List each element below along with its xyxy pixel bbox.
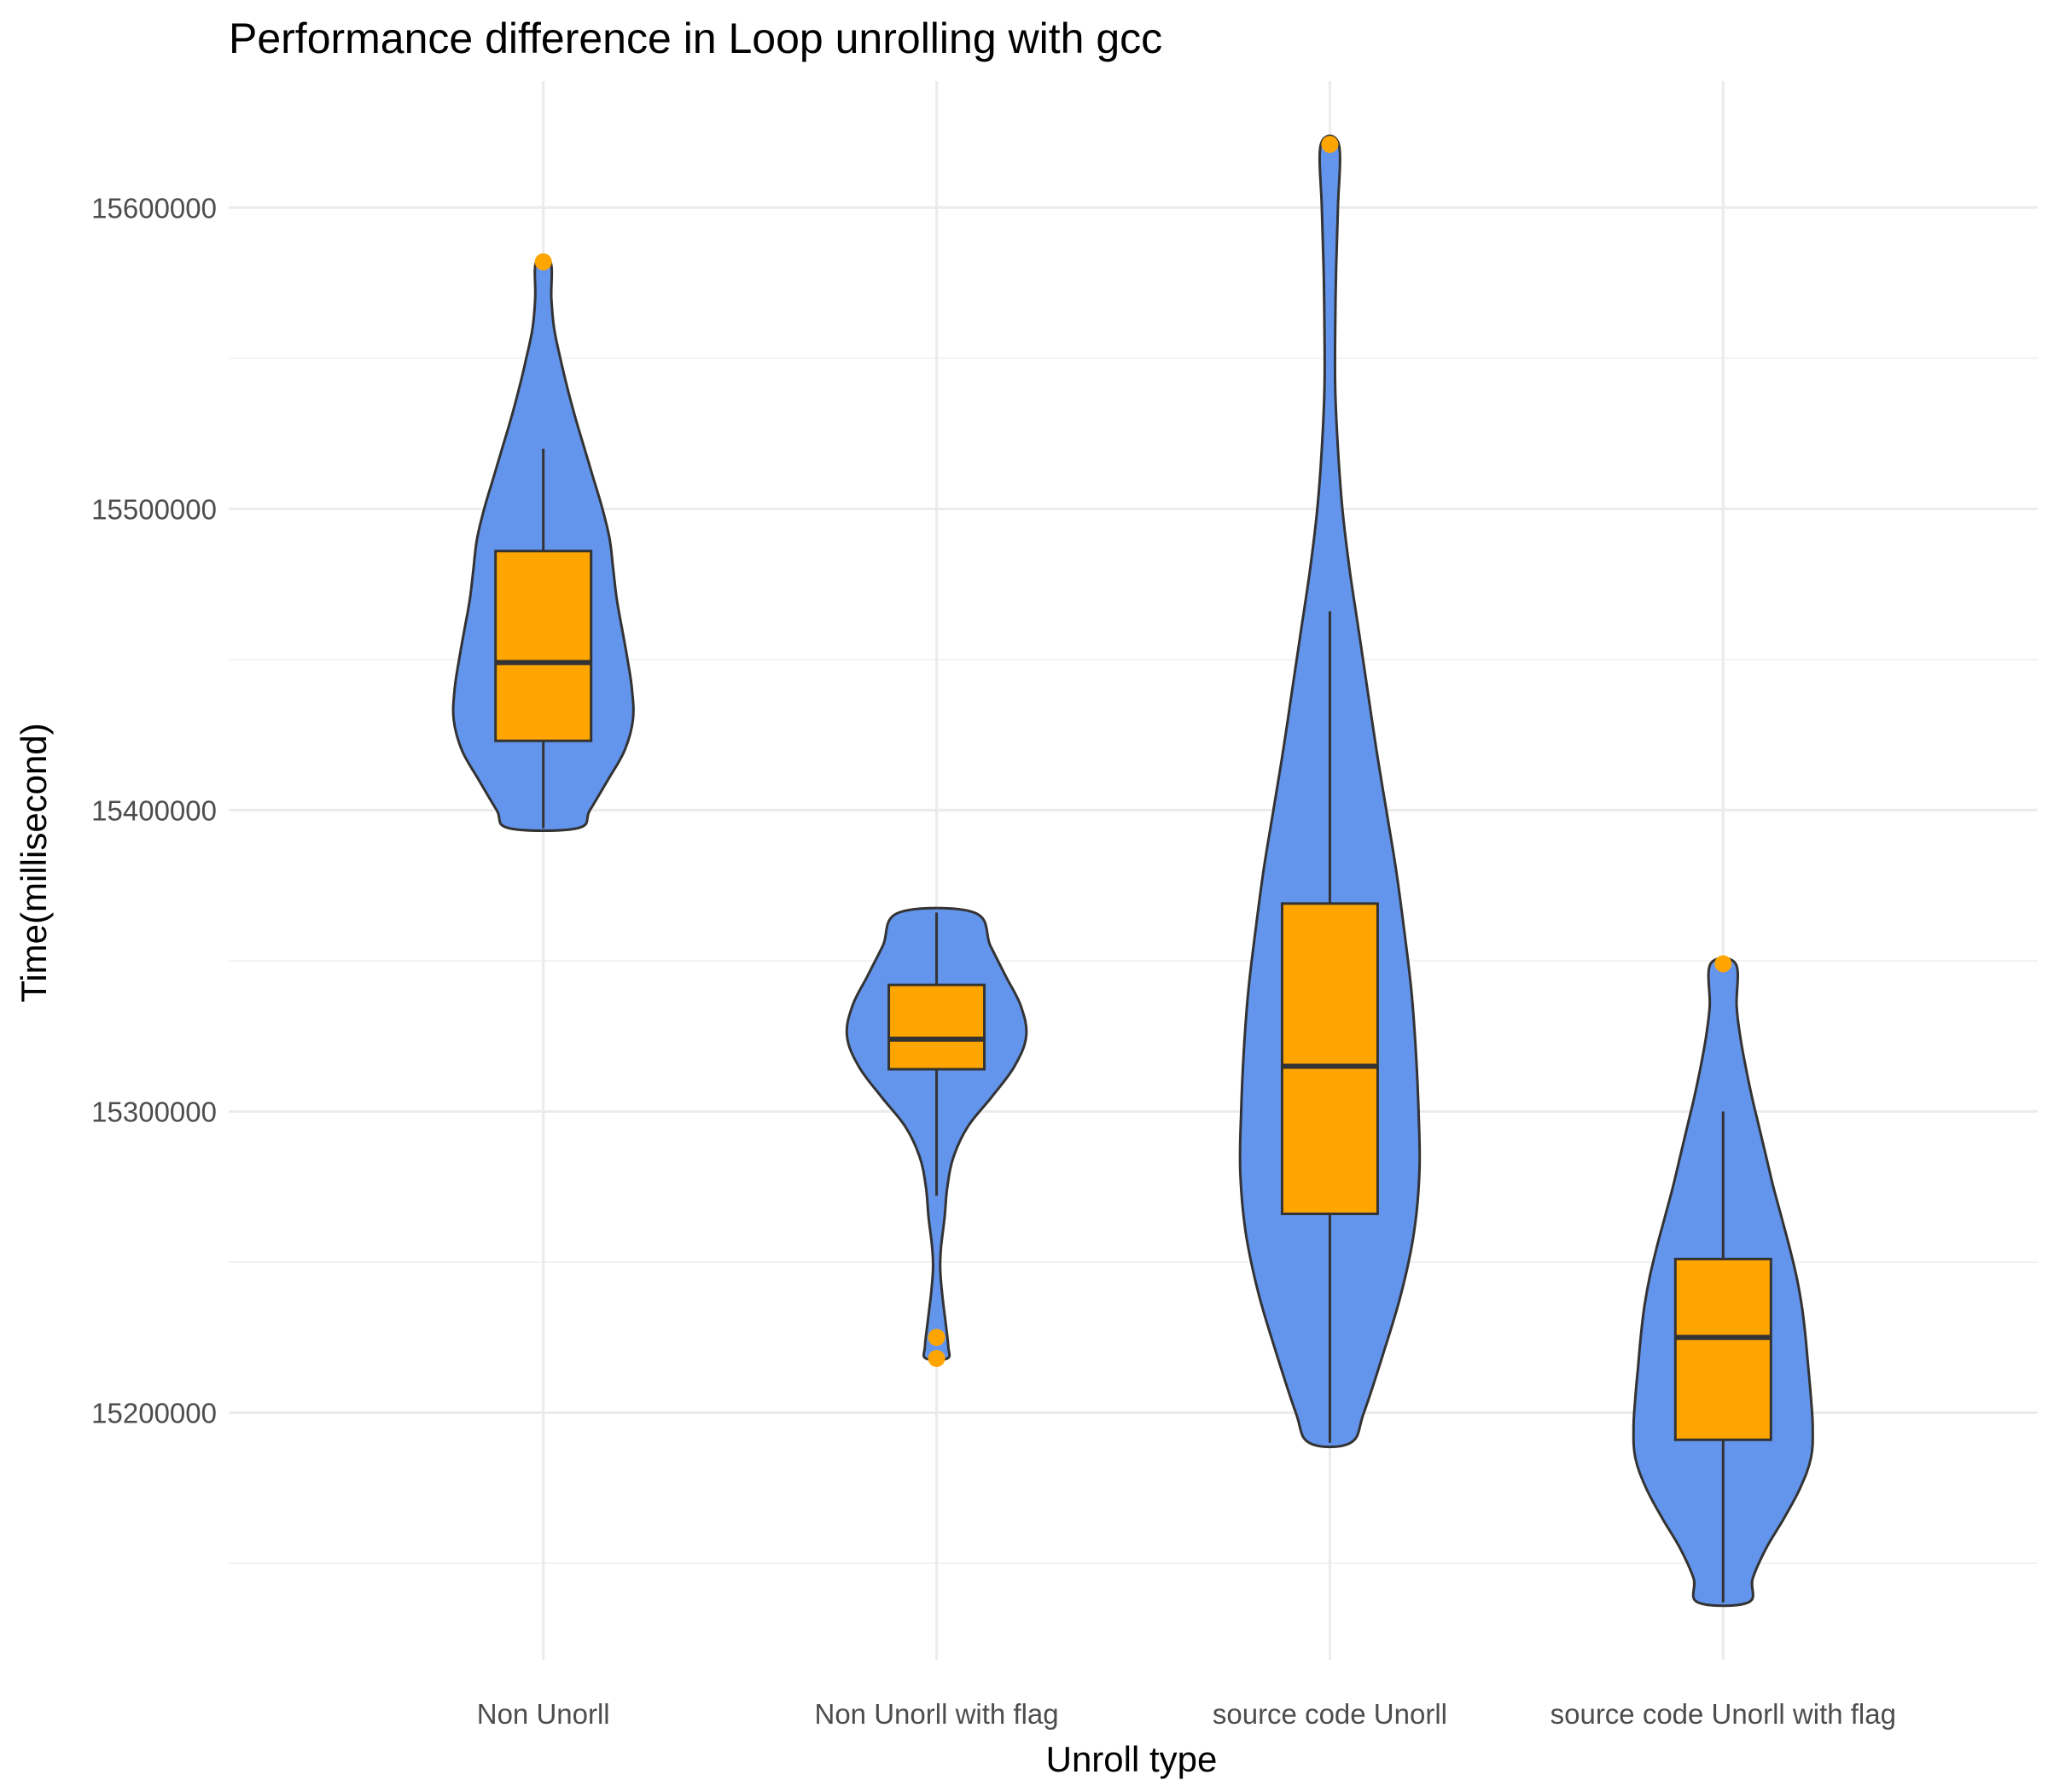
y-tick-label: 15600000	[91, 192, 217, 224]
outlier-point	[1321, 136, 1339, 154]
box-iqr	[1280, 902, 1379, 1215]
box-iqr	[494, 550, 593, 742]
boxplots	[494, 448, 1772, 1603]
outlier-point	[928, 1349, 945, 1367]
outlier-point	[534, 253, 552, 271]
box-iqr	[1673, 1257, 1772, 1441]
x-axis-ticks: Non Unorll Non Unorll with flag source cod…	[477, 1698, 1896, 1730]
y-tick-label: 15300000	[91, 1096, 217, 1127]
y-tick-label: 15400000	[91, 794, 217, 826]
x-tick-label: Non Unorll	[477, 1698, 610, 1730]
y-tick-label: 15200000	[91, 1397, 217, 1428]
y-tick-label: 15500000	[91, 493, 217, 525]
chart-title: Performance difference in Loop unrolling…	[229, 15, 1162, 62]
outliers	[534, 136, 1732, 1367]
box-iqr	[887, 983, 986, 1071]
x-tick-label: Non Unorll with flag	[815, 1698, 1059, 1730]
violins	[451, 134, 1814, 1608]
x-axis-title: Unroll type	[1046, 1739, 1218, 1779]
x-tick-label: source code Unorll	[1213, 1698, 1447, 1730]
y-axis-ticks: 15200000 15300000 15400000 15500000 15600000	[91, 192, 217, 1428]
y-axis-title: Time(millisecond)	[14, 723, 54, 1003]
outlier-point	[1714, 955, 1732, 973]
x-tick-label: source code Unorll with flag	[1551, 1698, 1896, 1730]
outlier-point	[928, 1329, 945, 1347]
